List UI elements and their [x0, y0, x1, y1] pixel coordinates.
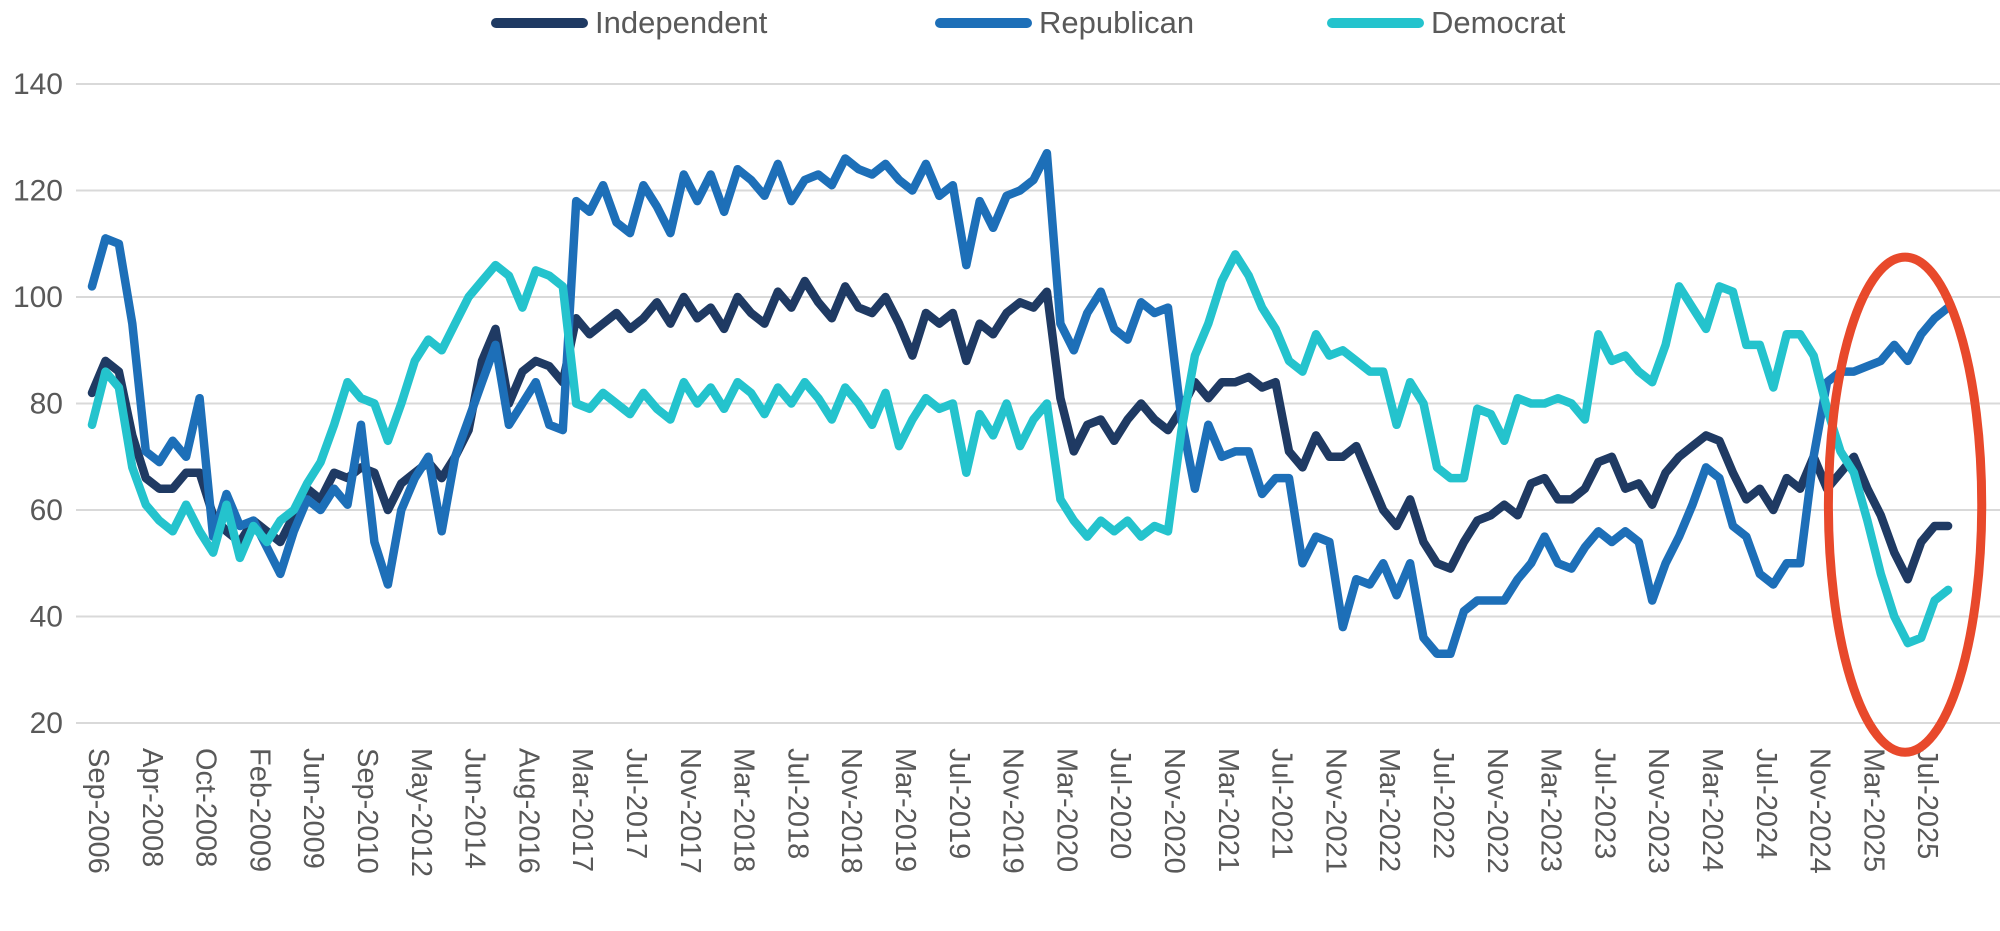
x-axis-label: Nov-2018 [835, 748, 867, 874]
x-axis-label: Mar-2018 [728, 748, 760, 872]
legend-label-independent: Independent [595, 5, 768, 40]
x-axis-label: May-2012 [405, 748, 437, 877]
y-axis-label: 100 [13, 281, 63, 314]
x-axis-label: Oct-2008 [190, 748, 222, 867]
x-axis-label: Mar-2019 [889, 748, 921, 872]
x-axis-label: Jul-2022 [1427, 748, 1459, 859]
x-axis-label: Jul-2018 [781, 748, 813, 859]
x-axis-label: Jun-2014 [459, 748, 491, 869]
x-axis-label: Jul-2019 [943, 748, 975, 859]
y-axis-label: 60 [30, 494, 63, 527]
x-axis-label: Mar-2017 [566, 748, 598, 872]
y-axis-label: 140 [13, 68, 63, 101]
x-axis-label: Jul-2021 [1266, 748, 1298, 859]
legend-item-republican: Republican [935, 4, 1194, 42]
y-axis-label: 80 [30, 388, 63, 421]
x-axis-label: Mar-2020 [1050, 748, 1082, 872]
legend-label-republican: Republican [1039, 5, 1195, 40]
x-axis-label: Aug-2016 [512, 748, 544, 874]
democrat-line-swatch [1327, 18, 1424, 28]
x-axis-label: Apr-2008 [136, 748, 168, 867]
legend-item-democrat: Democrat [1327, 4, 1565, 42]
x-axis-label: Jul-2023 [1588, 748, 1620, 859]
series-line-republican [87, 148, 1953, 659]
independent-line-swatch [491, 18, 588, 28]
x-axis-label: Mar-2022 [1373, 748, 1405, 872]
x-axis-label: Jul-2024 [1750, 748, 1782, 859]
y-axis-label: 120 [13, 175, 63, 208]
x-axis-label: Jul-2017 [620, 748, 652, 859]
highlight-ellipse-annotation [1823, 252, 1987, 757]
x-axis-label: Nov-2024 [1804, 748, 1836, 874]
republican-line-swatch [935, 18, 1032, 28]
y-axis-label: 20 [30, 707, 63, 740]
x-axis-label: Nov-2023 [1642, 748, 1674, 874]
x-axis-label: Nov-2020 [1158, 748, 1190, 874]
x-axis-label: Sep-2006 [82, 748, 114, 874]
x-axis-label: Nov-2021 [1319, 748, 1351, 874]
series-line-democrat [87, 250, 1953, 648]
x-axis-label: Mar-2025 [1857, 748, 1889, 872]
x-axis-label: Mar-2024 [1696, 748, 1728, 872]
x-axis-label: Nov-2022 [1481, 748, 1513, 874]
legend-item-independent: Independent [491, 4, 767, 42]
legend-label-democrat: Democrat [1431, 5, 1566, 40]
y-axis-label: 40 [30, 601, 63, 634]
x-axis-label: Mar-2023 [1535, 748, 1567, 872]
x-axis-label: Jul-2025 [1911, 748, 1943, 859]
series-line-independent [87, 276, 1953, 584]
x-axis-label: Jul-2020 [1104, 748, 1136, 859]
x-axis-label: Nov-2017 [674, 748, 706, 874]
x-axis-label: Sep-2010 [351, 748, 383, 874]
x-axis-label: Jun-2009 [297, 748, 329, 869]
x-axis-label: Nov-2019 [997, 748, 1029, 874]
x-axis-label: Feb-2009 [243, 748, 275, 872]
x-axis-label: Mar-2021 [1212, 748, 1244, 872]
